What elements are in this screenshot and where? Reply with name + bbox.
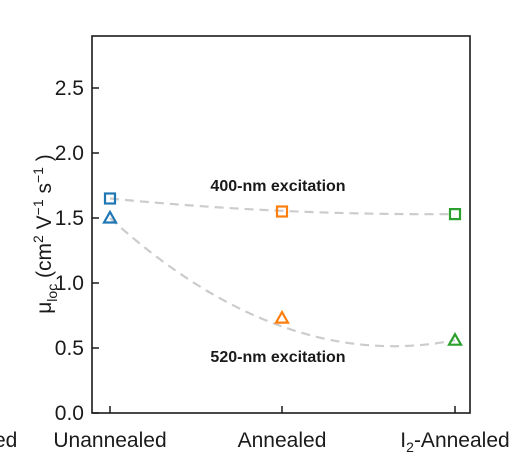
data-markers [102, 192, 463, 346]
x-tick-label-main: Unannealed [53, 429, 166, 452]
y-tick-label: 1.0 [55, 272, 84, 295]
marker-520nm-triangle [447, 331, 463, 346]
y-tick-label: 0.5 [55, 337, 84, 360]
annotation-400nm: 400-nm excitation [210, 178, 345, 195]
trend-line-520nm [109, 217, 456, 348]
marker-520nm-triangle [274, 309, 290, 324]
y-label-loc: loc [44, 284, 60, 302]
x-tick-label-rest: -Annealed [414, 429, 510, 452]
y-label-mu: μ [33, 302, 56, 314]
y-axis-label: μloc (cm2 V−1 s−1 ) [30, 154, 60, 314]
x-tick-label-subscript: 2 [406, 439, 414, 455]
annotation-520nm: 520-nm excitation [210, 349, 345, 366]
trend-lines [109, 197, 456, 348]
marker-400nm-square [275, 205, 289, 218]
y-tick-label: 2.5 [55, 77, 84, 100]
y-label-m1: −1 [30, 199, 46, 215]
y-tick-label: 1.5 [55, 207, 84, 230]
x-tick-label: I2-Annealed [400, 429, 509, 455]
y-tick-label: 0.0 [55, 402, 84, 425]
x-axis: Unannealed Annealed I2-Annealed [53, 406, 510, 455]
y-label-open: (cm [33, 243, 56, 284]
trend-line-400nm [109, 197, 456, 216]
y-label-two: 2 [30, 235, 46, 243]
marker-520nm-triangle [102, 209, 118, 224]
marker-400nm-square [103, 192, 117, 205]
plot-frame [91, 35, 471, 414]
y-label-close: ) [33, 154, 56, 167]
x-tick-label: Annealed [238, 429, 327, 452]
y-label-s: s [33, 183, 56, 199]
y-axis: 0.0 0.5 1.0 1.5 2.0 2.5 [55, 77, 99, 425]
plot-area-border [91, 35, 471, 414]
left-edge-fragment: ed [0, 429, 17, 452]
y-label-v: V [33, 215, 56, 235]
y-label-m1b: −1 [30, 167, 46, 183]
y-tick-label: 2.0 [55, 142, 84, 165]
x-tick-label-main: Annealed [238, 429, 327, 452]
x-tick-label: Unannealed [53, 429, 166, 452]
x-tick-label-main: I [400, 429, 406, 452]
marker-400nm-square [448, 208, 462, 221]
